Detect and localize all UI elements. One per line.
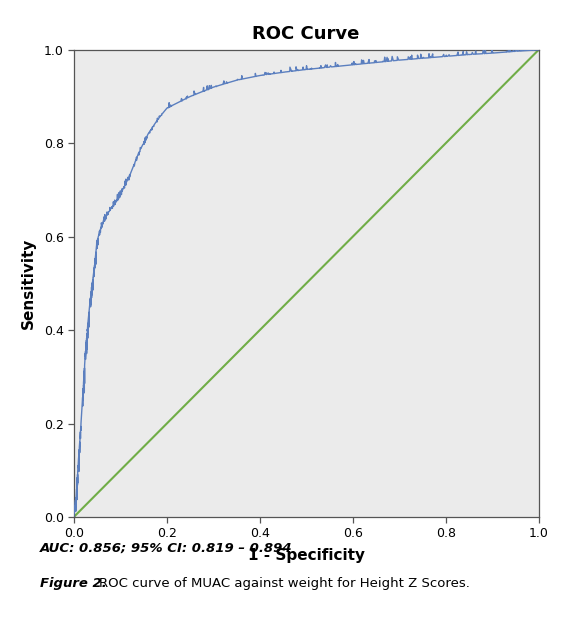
Text: ROC curve of MUAC against weight for Height Z Scores.: ROC curve of MUAC against weight for Hei… (99, 577, 470, 590)
Y-axis label: Sensitivity: Sensitivity (20, 238, 36, 329)
Title: ROC Curve: ROC Curve (252, 25, 360, 43)
Text: AUC: 0.856; 95% CI: 0.819 – 0.894: AUC: 0.856; 95% CI: 0.819 – 0.894 (40, 541, 293, 554)
Text: Figure 2.: Figure 2. (40, 577, 107, 590)
X-axis label: 1 - Specificity: 1 - Specificity (248, 548, 365, 563)
